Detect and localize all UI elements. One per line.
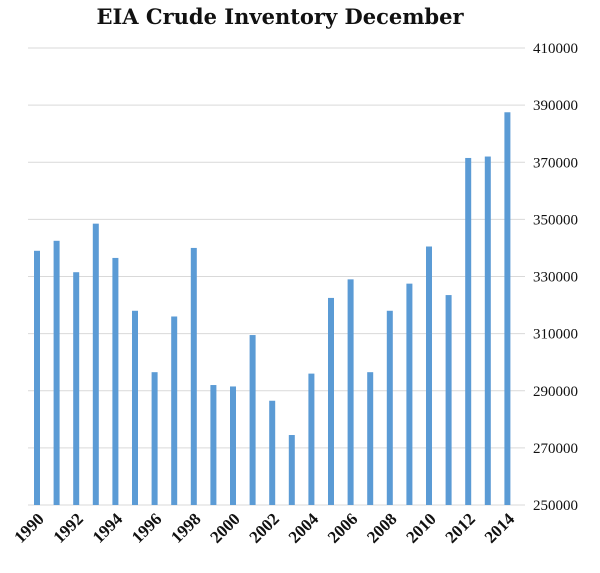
y-tick-label: 270000 xyxy=(533,441,578,457)
bar-1998 xyxy=(190,247,197,505)
x-tick-label: 1992 xyxy=(50,509,87,546)
bar-2012 xyxy=(465,157,472,505)
x-tick-label: 1994 xyxy=(89,509,127,547)
bar-2010 xyxy=(426,246,432,505)
bar-2014 xyxy=(504,112,511,505)
bar-1997 xyxy=(171,316,178,505)
x-tick-label: 1998 xyxy=(167,509,204,546)
bar-1995 xyxy=(132,310,138,505)
x-tick-label: 2012 xyxy=(442,509,479,546)
bar-1991 xyxy=(53,240,60,505)
y-axis-ticks: 250000 270000 290000 310000 330000 350000 3700… xyxy=(533,41,578,514)
bar-2001 xyxy=(249,335,256,505)
y-tick-label: 370000 xyxy=(533,155,578,171)
y-tick-label: 410000 xyxy=(533,41,578,57)
bar-1993 xyxy=(92,223,99,506)
bar-1999 xyxy=(210,385,217,505)
bar-2002 xyxy=(269,400,276,505)
x-tick-label: 1996 xyxy=(128,509,165,546)
bar-2008 xyxy=(386,310,393,505)
y-tick-label: 310000 xyxy=(533,327,578,343)
bar-2004 xyxy=(308,373,315,505)
bar-1990 xyxy=(34,250,40,505)
chart-title: EIA Crude Inventory December xyxy=(96,4,464,29)
bar-2003 xyxy=(288,435,295,505)
y-tick-label: 330000 xyxy=(533,270,578,286)
x-tick-label: 2014 xyxy=(481,509,519,547)
bar-2007 xyxy=(367,372,374,505)
bar-2005 xyxy=(328,297,334,505)
bar-1996 xyxy=(151,372,158,505)
y-tick-label: 350000 xyxy=(533,212,578,228)
x-tick-label: 2002 xyxy=(246,509,283,546)
x-tick-label: 2010 xyxy=(402,509,439,546)
bar-1992 xyxy=(73,272,80,505)
bar-2011 xyxy=(445,295,452,505)
bar-2000 xyxy=(230,386,236,505)
x-tick-label: 2004 xyxy=(285,509,323,547)
y-tick-label: 290000 xyxy=(533,384,578,400)
bar-2013 xyxy=(484,156,491,505)
x-tick-label: 2006 xyxy=(324,509,361,546)
x-tick-label: 2008 xyxy=(363,509,400,546)
bar-2009 xyxy=(406,283,413,505)
x-tick-label: 1990 xyxy=(10,509,47,546)
y-tick-label: 390000 xyxy=(533,98,578,114)
x-axis-ticks: 1990 1992 1994 1996 1998 2000 2002 2004 2006 2008… xyxy=(10,509,518,547)
bar-2006 xyxy=(347,279,354,505)
bars xyxy=(34,112,511,506)
bar-1994 xyxy=(112,257,119,505)
gridlines xyxy=(28,47,525,506)
x-tick-label: 2000 xyxy=(206,509,243,546)
y-tick-label: 250000 xyxy=(533,498,578,514)
